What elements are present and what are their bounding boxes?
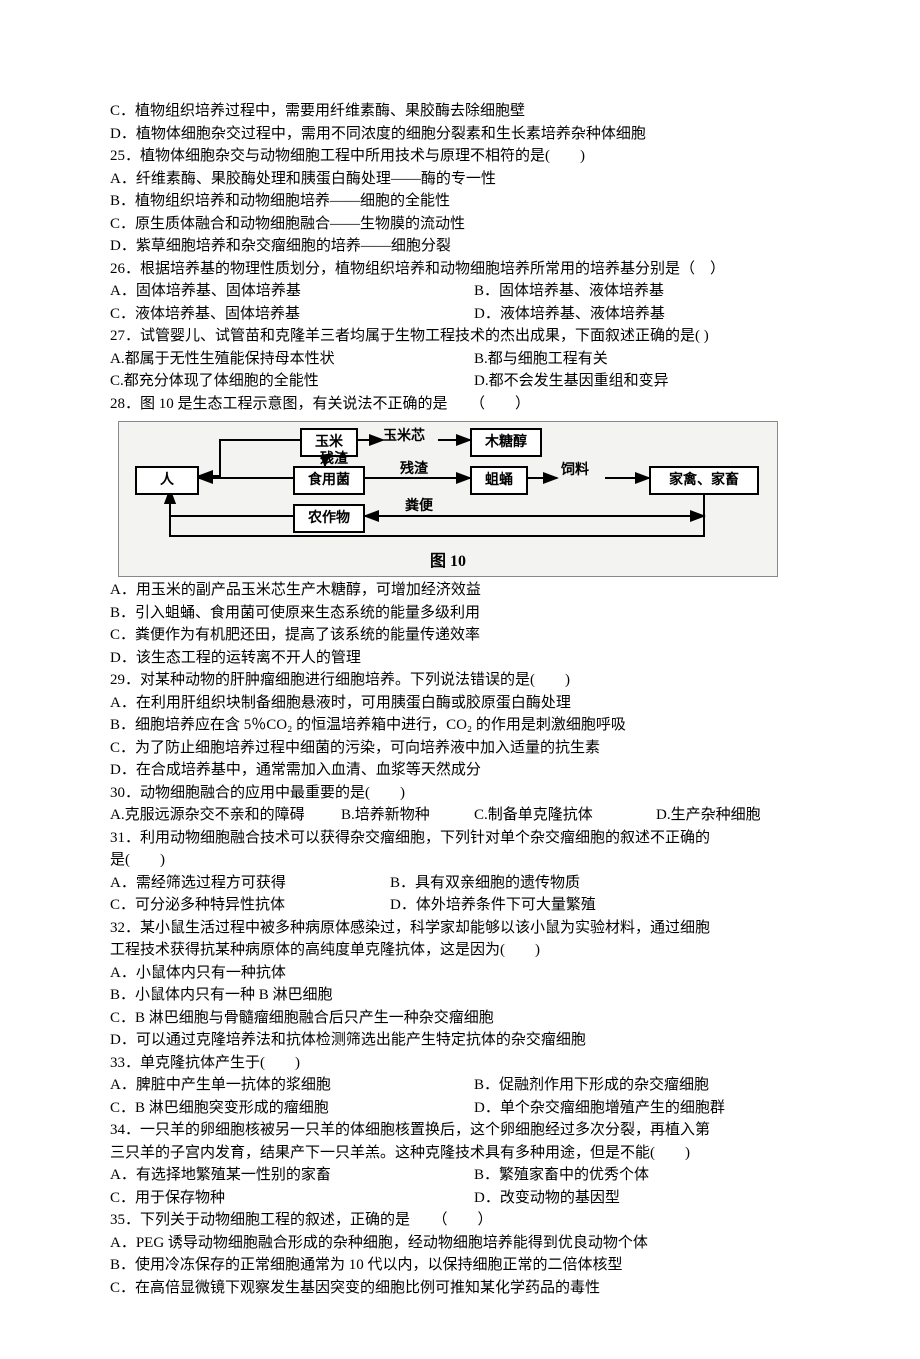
q33-opt-b: B．促融剂作用下形成的杂交瘤细胞 xyxy=(474,1074,709,1097)
q35-stem: 35．下列关于动物细胞工程的叙述，正确的是 （ ） xyxy=(110,1209,810,1232)
q30-opt-b: B.培养新物种 xyxy=(341,804,474,827)
q34-opt-b: B．繁殖家畜中的优秀个体 xyxy=(474,1164,649,1187)
q28-opt-b: B．引入蛆蛹、食用菌可使原来生态系统的能量多级利用 xyxy=(110,602,810,625)
q25-opt-a: A．纤维素酶、果胶酶处理和胰蛋白酶处理——酶的专一性 xyxy=(110,168,810,191)
q28-opt-a: A．用玉米的副产品玉米芯生产木糖醇，可增加经济效益 xyxy=(110,579,810,602)
q31-stem1: 31．利用动物细胞融合技术可以获得杂交瘤细胞，下列针对单个杂交瘤细胞的叙述不正确… xyxy=(110,827,810,850)
q34-opt-d: D．改变动物的基因型 xyxy=(474,1187,620,1210)
q25-stem: 25．植物体细胞杂交与动物细胞工程中所用技术与原理不相符的是( ) xyxy=(110,145,810,168)
q26-opt-d: D．液体培养基、液体培养基 xyxy=(474,303,665,326)
q31-opt-d: D．体外培养条件下可大量繁殖 xyxy=(390,894,596,917)
q32-opt-a: A．小鼠体内只有一种抗体 xyxy=(110,962,810,985)
q29-opt-c: C．为了防止细胞培养过程中细菌的污染，可向培养液中加入适量的抗生素 xyxy=(110,737,810,760)
node-animals: 家禽、家畜 xyxy=(649,466,759,495)
q28-stem: 28．图 10 是生态工程示意图，有关说法不正确的是 （ ） xyxy=(110,393,810,416)
q27-opt-c: C.都充分体现了体细胞的全能性 xyxy=(110,370,474,393)
q25-opt-c: C．原生质体融合和动物细胞融合——生物膜的流动性 xyxy=(110,213,810,236)
label-manure: 粪便 xyxy=(405,496,433,517)
q26-opt-b: B．固体培养基、液体培养基 xyxy=(474,280,664,303)
q24-opt-c: C．植物组织培养过程中，需要用纤维素酶、果胶酶去除细胞壁 xyxy=(110,100,810,123)
q29-opt-b: B．细胞培养应在含 5％CO₂ 的恒温培养箱中进行，CO₂ 的作用是刺激细胞呼吸 xyxy=(110,714,810,737)
q29-opt-d: D．在合成培养基中，通常需加入血清、血浆等天然成分 xyxy=(110,759,810,782)
q31-stem2: 是( ) xyxy=(110,849,810,872)
q34-opt-a: A．有选择地繁殖某一性别的家畜 xyxy=(110,1164,474,1187)
diagram-caption: 图 10 xyxy=(125,550,771,574)
q27-opt-d: D.都不会发生基因重组和变异 xyxy=(474,370,669,393)
q30-opt-d: D.生产杂种细胞 xyxy=(656,804,810,827)
node-maggot: 蛆蛹 xyxy=(470,466,528,495)
node-feed: 饲料 xyxy=(561,460,589,481)
q26-opt-c: C．液体培养基、固体培养基 xyxy=(110,303,474,326)
q32-opt-d: D．可以通过克隆培养法和抗体检测筛选出能产生特定抗体的杂交瘤细胞 xyxy=(110,1029,810,1052)
q34-stem1: 34．一只羊的卵细胞核被另一只羊的体细胞核置换后，这个卵细胞经过多次分裂，再植入… xyxy=(110,1119,810,1142)
q34-opt-c: C．用于保存物种 xyxy=(110,1187,474,1210)
node-crops: 农作物 xyxy=(293,504,365,533)
q33-stem: 33．单克隆抗体产生于( ) xyxy=(110,1052,810,1075)
q29-stem: 29．对某种动物的肝肿瘤细胞进行细胞培养。下列说法错误的是( ) xyxy=(110,669,810,692)
label-residue2: 残渣 xyxy=(400,459,428,480)
q35-opt-c: C．在高倍显微镜下观察发生基因突变的细胞比例可推知某化学药品的毒性 xyxy=(110,1277,810,1300)
q28-opt-d: D．该生态工程的运转离不开人的管理 xyxy=(110,647,810,670)
q31-opt-b: B．具有双亲细胞的遗传物质 xyxy=(390,872,580,895)
q28-opt-c: C．粪便作为有机肥还田，提高了该系统的能量传递效率 xyxy=(110,624,810,647)
q33-opt-d: D．单个杂交瘤细胞增殖产生的细胞群 xyxy=(474,1097,725,1120)
q32-stem2: 工程技术获得抗某种病原体的高纯度单克隆抗体，这是因为( ) xyxy=(110,939,810,962)
q30-opt-c: C.制备单克隆抗体 xyxy=(474,804,656,827)
q30-opt-a: A.克服远源杂交不亲和的障碍 xyxy=(110,804,341,827)
q34-stem2: 三只羊的子宫内发育，结果产下一只羊羔。这种克隆技术具有多种用途，但是不能( ) xyxy=(110,1142,810,1165)
q27-opt-b: B.都与细胞工程有关 xyxy=(474,348,608,371)
q32-opt-c: C．B 淋巴细胞与骨髓瘤细胞融合后只产生一种杂交瘤细胞 xyxy=(110,1007,810,1030)
q31-opt-a: A．需经筛选过程方可获得 xyxy=(110,872,390,895)
q25-opt-d: D．紫草细胞培养和杂交瘤细胞的培养——细胞分裂 xyxy=(110,235,810,258)
node-cob: 玉米芯 xyxy=(383,426,425,447)
q33-opt-c: C．B 淋巴细胞突变形成的瘤细胞 xyxy=(110,1097,474,1120)
q24-opt-d: D．植物体细胞杂交过程中，需用不同浓度的细胞分裂素和生长素培养杂种体细胞 xyxy=(110,123,810,146)
ecology-diagram: 玉米玉米芯木糖醇人食用菌蛆蛹饲料家禽、家畜农作物残渣残渣粪便 图 10 xyxy=(118,421,778,577)
q25-opt-b: B．植物组织培养和动物细胞培养——细胞的全能性 xyxy=(110,190,810,213)
label-residue1: 残渣 xyxy=(320,449,348,470)
q32-opt-b: B．小鼠体内只有一种 B 淋巴细胞 xyxy=(110,984,810,1007)
q26-stem: 26．根据培养基的物理性质划分，植物组织培养和动物细胞培养所常用的培养基分别是（… xyxy=(110,258,810,281)
q30-stem: 30．动物细胞融合的应用中最重要的是( ) xyxy=(110,782,810,805)
q29-opt-a: A．在利用肝组织块制备细胞悬液时，可用胰蛋白酶或胶原蛋白酶处理 xyxy=(110,692,810,715)
q32-stem1: 32．某小鼠生活过程中被多种病原体感染过，科学家却能够以该小鼠为实验材料，通过细… xyxy=(110,917,810,940)
q35-opt-a: A．PEG 诱导动物细胞融合形成的杂种细胞，经动物细胞培养能得到优良动物个体 xyxy=(110,1232,810,1255)
q33-opt-a: A．脾脏中产生单一抗体的浆细胞 xyxy=(110,1074,474,1097)
q26-opt-a: A．固体培养基、固体培养基 xyxy=(110,280,474,303)
q31-opt-c: C．可分泌多种特异性抗体 xyxy=(110,894,390,917)
q35-opt-b: B．使用冷冻保存的正常细胞通常为 10 代以内，以保持细胞正常的二倍体核型 xyxy=(110,1254,810,1277)
q27-stem: 27．试管婴儿、试管苗和克隆羊三者均属于生物工程技术的杰出成果，下面叙述正确的是… xyxy=(110,325,810,348)
node-fungus: 食用菌 xyxy=(293,466,365,495)
node-xylitol: 木糖醇 xyxy=(470,428,542,457)
node-human: 人 xyxy=(135,466,199,495)
q27-opt-a: A.都属于无性生殖能保持母本性状 xyxy=(110,348,474,371)
